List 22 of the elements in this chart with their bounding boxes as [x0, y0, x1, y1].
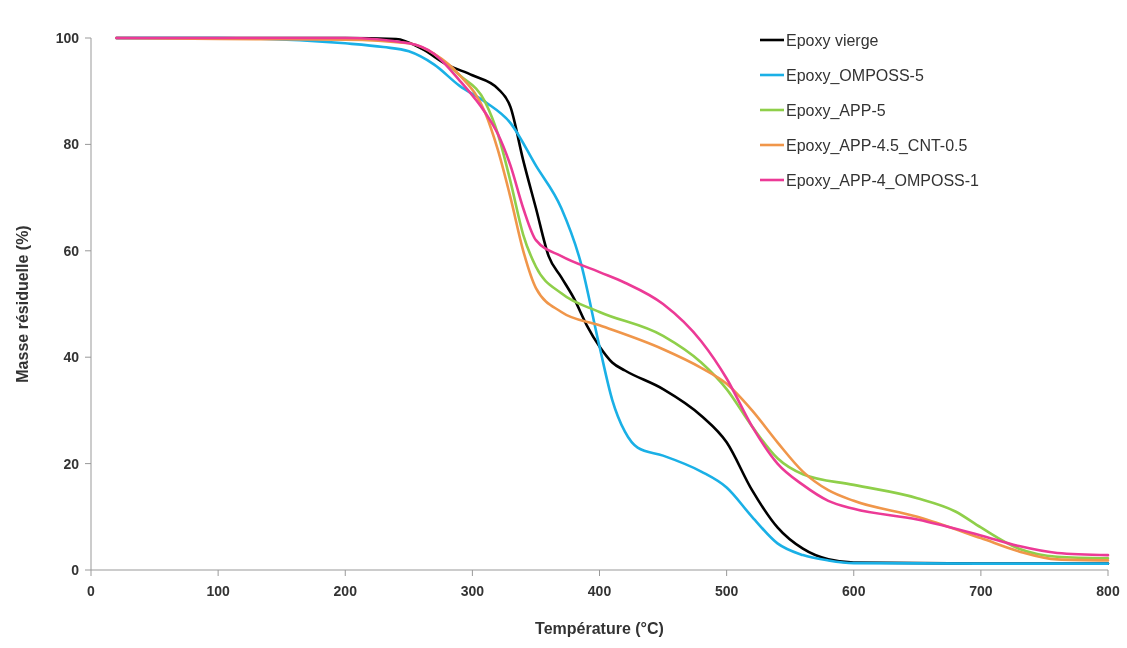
x-tick-label: 100: [206, 583, 231, 599]
x-tick-label: 300: [460, 583, 485, 599]
x-tick-label: 800: [1096, 583, 1120, 599]
y-axis-title: Masse résiduelle (%): [14, 225, 31, 383]
legend-label: Epoxy_APP-5: [786, 102, 886, 120]
x-tick-label: 700: [969, 583, 993, 599]
x-tick-label: 600: [842, 583, 866, 599]
x-axis-title: Température (°C): [535, 620, 664, 637]
x-tick-label: 200: [333, 583, 358, 599]
x-tick-label: 400: [587, 583, 612, 599]
y-tick-label: 100: [55, 30, 80, 46]
y-tick-label: 80: [63, 136, 80, 153]
y-tick-label: 0: [71, 562, 80, 578]
legend-label: Epoxy_APP-4.5_CNT-0.5: [786, 137, 968, 155]
legend-label: Epoxy_APP-4_OMPOSS-1: [786, 172, 980, 190]
legend-label: Epoxy vierge: [786, 32, 879, 49]
x-tick-label: 500: [714, 583, 739, 599]
legend-label: Epoxy_OMPOSS-5: [786, 67, 924, 85]
y-tick-label: 60: [63, 242, 80, 259]
x-tick-label: 0: [87, 583, 96, 599]
y-tick-label: 40: [63, 349, 80, 366]
y-tick-label: 20: [63, 455, 80, 472]
